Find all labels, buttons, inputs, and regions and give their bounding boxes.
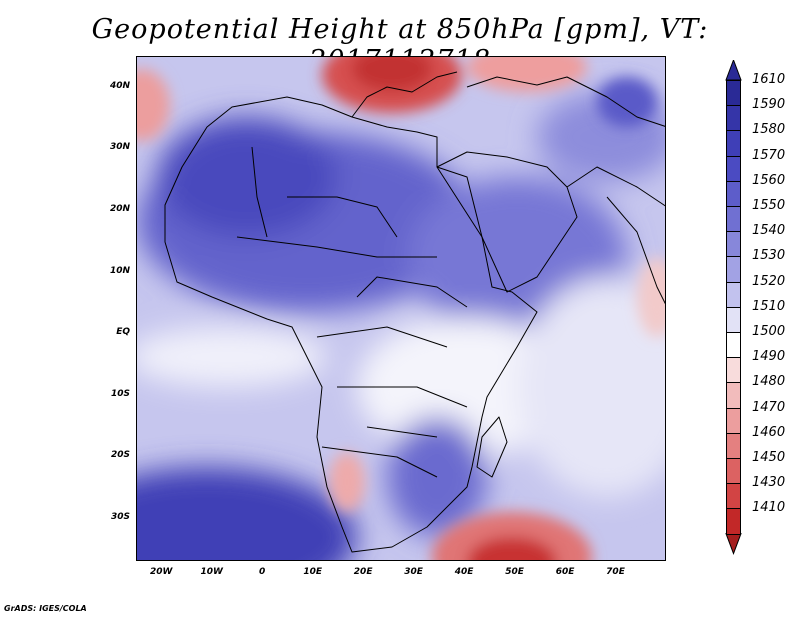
colorbar-swatch	[726, 105, 741, 132]
colorbar-swatch	[726, 458, 741, 485]
colorbar-swatch	[726, 231, 741, 258]
colorbar-label: 1430	[752, 475, 786, 491]
lon-label: 0	[259, 567, 266, 577]
colorbar-label: 1410	[752, 500, 786, 516]
colorbar-label: 1510	[752, 298, 786, 314]
map-panel	[136, 56, 666, 561]
colorbar-label: 1450	[752, 450, 786, 465]
lon-label: 70E	[606, 567, 625, 577]
colorbar: 1610 1590 1580 1570 1560 1550 1540 1530 1520 1510…	[720, 60, 800, 560]
lat-label: 40N	[109, 80, 130, 91]
lat-label: 20N	[109, 203, 130, 214]
colorbar-swatch	[726, 180, 741, 207]
lon-label: 10E	[303, 567, 322, 577]
colorbar-label: 1520	[752, 273, 786, 289]
colorbar-swatch	[726, 483, 741, 510]
colorbar-swatch	[726, 80, 741, 107]
colorbar-swatch	[726, 332, 741, 359]
lat-label: 20S	[110, 450, 130, 461]
colorbar-label: 1500	[752, 324, 786, 339]
coastlines	[164, 71, 665, 553]
colorbar-swatch	[726, 407, 741, 434]
lon-label: 40E	[454, 567, 474, 577]
colorbar-label: 1590	[752, 97, 786, 113]
colorbar-label: 1570	[752, 147, 786, 163]
colorbar-swatch	[726, 306, 741, 333]
lon-label: 20W	[150, 567, 173, 577]
colorbar-label: 1610	[752, 72, 786, 87]
lon-label: 10W	[200, 567, 223, 577]
lat-label: 10S	[110, 388, 130, 399]
colorbar-swatch	[726, 256, 741, 283]
lon-label: 60E	[555, 567, 575, 577]
colorbar-swatch	[726, 130, 741, 157]
colorbar-label: 1490	[752, 349, 786, 365]
lat-label: EQ	[116, 327, 130, 338]
lon-label: 30E	[404, 567, 423, 577]
lat-label: 30S	[110, 511, 130, 522]
colorbar-swatch	[726, 281, 741, 308]
grads-credit: GrADS: IGES/COLA	[4, 604, 87, 613]
colorbar-label: 1460	[752, 424, 786, 440]
colorbar-swatch	[726, 155, 741, 182]
colorbar-label: 1540	[752, 223, 786, 239]
colorbar-arrow-top	[725, 60, 742, 81]
colorbar-swatch	[726, 508, 741, 535]
colorbar-label: 1480	[752, 374, 786, 390]
colorbar-label: 1580	[752, 122, 786, 138]
lon-label: 50E	[505, 567, 524, 577]
lat-label: 30N	[109, 142, 130, 153]
colorbar-arrow-bottom	[725, 533, 742, 556]
colorbar-swatch	[726, 382, 741, 409]
colorbar-label: 1470	[752, 399, 786, 415]
lon-label: 20E	[353, 567, 373, 577]
height-field	[137, 57, 665, 560]
colorbar-label: 1530	[752, 248, 786, 264]
lat-label: 10N	[109, 265, 130, 276]
colorbar-swatch	[726, 206, 741, 233]
colorbar-label: 1560	[752, 172, 786, 188]
colorbar-swatch	[726, 357, 741, 384]
colorbar-swatch	[726, 432, 741, 459]
colorbar-label: 1550	[752, 198, 786, 213]
